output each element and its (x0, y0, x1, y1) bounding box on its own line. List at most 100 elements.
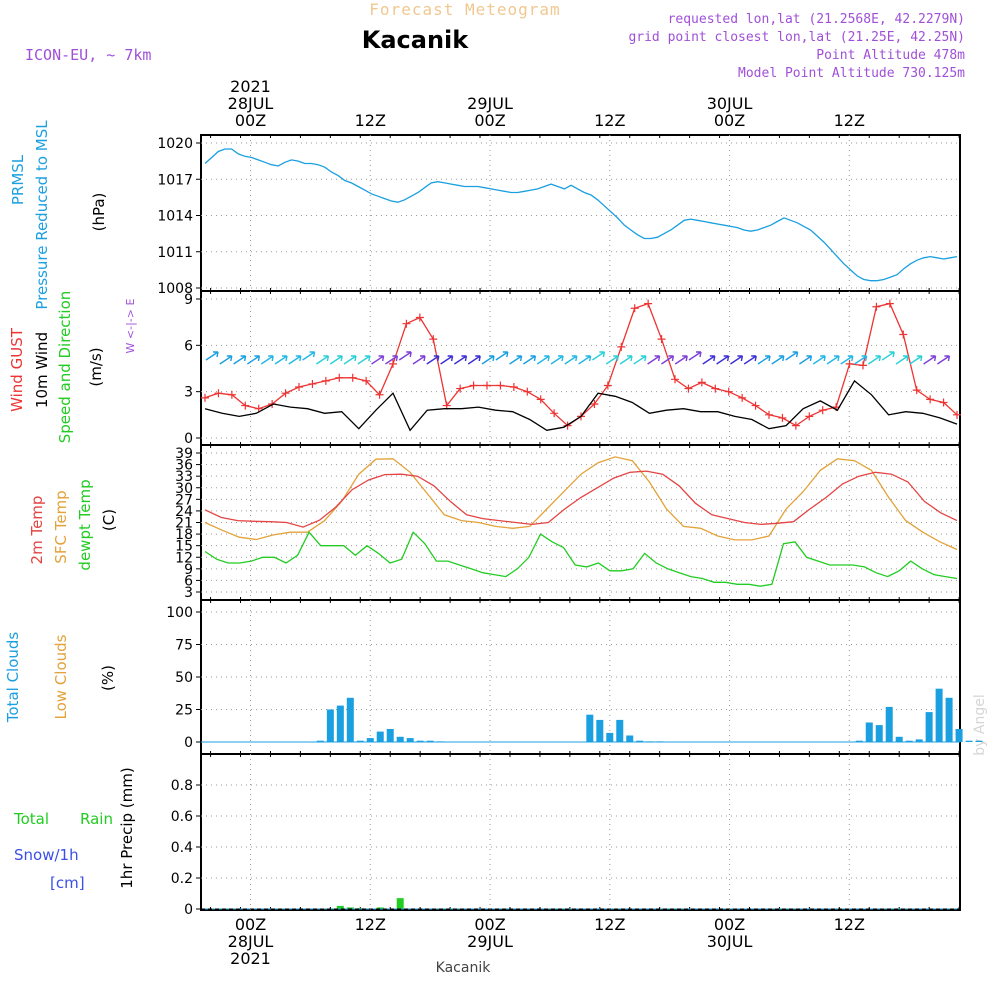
wind-direction-arrow (454, 355, 468, 365)
wind-direction-arrow (716, 355, 730, 365)
wind-direction-arrow (274, 355, 288, 365)
wind-series-1 (204, 379, 958, 432)
precip-unit: 1hr Precip (mm) (118, 767, 136, 888)
temperature-ytick-label: 36 (175, 458, 193, 474)
wind-direction-arrow (467, 355, 481, 365)
wind-gust-marker (321, 376, 330, 385)
clouds-bar (935, 688, 943, 742)
wind-gust-marker (415, 313, 424, 322)
wind-direction-arrow (868, 355, 882, 365)
wind-direction-arrow (799, 355, 813, 365)
clouds-bar (386, 729, 394, 742)
wind-gust-marker (872, 302, 881, 311)
wind-direction-arrow (509, 355, 523, 365)
clouds-bar (626, 735, 634, 742)
wind-direction-arrow (840, 355, 854, 365)
wind-gust-marker (603, 381, 612, 390)
wind-gust-marker (751, 401, 760, 410)
time-label-bottom: 12Z (834, 915, 865, 934)
temp-dewpt-ylabel: dewpt Temp (76, 479, 94, 570)
precip-bar (336, 905, 344, 909)
wind-gust-marker (899, 330, 908, 339)
wind-direction-arrow (219, 355, 233, 365)
wind-gust-marker (738, 393, 747, 402)
clouds-bar (895, 736, 903, 742)
main-title: Forecast Meteogram (369, 0, 560, 19)
wind-direction-arrow (592, 351, 606, 361)
pressure-ylabel-2: Pressure Reduced to MSL (33, 120, 51, 310)
wind-direction-arrow (302, 351, 316, 361)
precip-frame (200, 753, 961, 911)
temperature-ytick-label: 15 (175, 539, 193, 555)
wind-direction-arrow (605, 355, 619, 365)
wind-direction-arrow (371, 355, 385, 365)
precip-bar (396, 898, 404, 909)
wind-ytick-label: 0 (184, 431, 193, 447)
wind-direction-arrow (343, 355, 357, 365)
time-label-top: 12Z (355, 111, 386, 130)
time-label-bottom: 00Z (474, 915, 505, 934)
wind-gust-marker (335, 373, 344, 382)
wind-direction-arrow (357, 355, 371, 365)
wind-gust-marker (348, 373, 357, 382)
precip-total-label: Total (13, 810, 49, 828)
clouds-ytick-label: 0 (184, 735, 193, 751)
precip-rain-label: Rain (80, 810, 113, 828)
wind-gust-marker (697, 378, 706, 387)
temperature-ytick-label: 12 (175, 550, 193, 566)
clouds-ytick-label: 75 (175, 638, 193, 654)
location-title: Kacanik (362, 26, 470, 54)
pressure-ytick-label: 1011 (157, 245, 193, 261)
temperature-series-2 (204, 531, 958, 587)
wind-direction-arrow (412, 355, 426, 365)
wind-direction-arrow (909, 355, 923, 365)
wind-gust-marker (590, 400, 599, 409)
temp-unit: (C) (100, 509, 118, 531)
wind-direction-arrow (440, 355, 454, 365)
wind-gust-marker (227, 390, 236, 399)
wind-gust-marker (201, 393, 209, 402)
model-altitude: Model Point Altitude 730.125m (738, 66, 965, 81)
time-label-bottom: 2021 (230, 949, 271, 968)
clouds-bar (586, 714, 594, 742)
wind-direction-arrow (757, 355, 771, 365)
temperature-ytick-label: 33 (175, 469, 193, 485)
clouds-bar (905, 740, 913, 742)
pressure-ylabel-1: PRMSL (9, 154, 27, 205)
wind-direction-arrow (771, 355, 785, 365)
wind-gust-marker (536, 395, 545, 404)
wind-gust-marker (926, 395, 935, 404)
clouds-unit: (%) (99, 665, 117, 691)
wind-direction-arrow (937, 355, 951, 365)
time-label-bottom: 28JUL (228, 932, 274, 951)
wind-direction-arrow (881, 351, 895, 361)
wind-gust-marker (671, 375, 679, 384)
wind-gust-marker (617, 342, 626, 351)
footer-location: Kacanik (436, 960, 492, 976)
wind-direction-arrow (661, 355, 675, 365)
wind-direction-arrow (647, 355, 661, 365)
time-label-top: 28JUL (228, 94, 274, 113)
wind-direction-arrow (260, 355, 274, 365)
time-label-top: 00Z (714, 111, 745, 130)
wind-direction-arrow (536, 355, 550, 365)
wind-direction-arrow (812, 355, 826, 365)
wind-direction-arrow (674, 355, 688, 365)
wind-gust-marker (214, 389, 223, 398)
clouds-ytick-label: 100 (166, 605, 193, 621)
wind-direction-arrow (233, 355, 247, 365)
wind-gust-marker (765, 410, 773, 419)
precip-ytick-label: 0 (184, 902, 193, 918)
credit-watermark: by Angel (972, 694, 988, 755)
temp-sfc-ylabel: SFC Temp (52, 490, 70, 563)
temperature-ytick-label: 18 (175, 527, 193, 543)
wind-direction-arrow (481, 355, 495, 365)
wind-gust-marker (791, 421, 800, 430)
time-label-bottom: 29JUL (467, 932, 513, 951)
time-label-top: 12Z (594, 111, 625, 130)
clouds-bar (316, 740, 324, 742)
wind-gust-marker (805, 412, 814, 421)
wind-direction-arrow (923, 355, 937, 365)
precip-snow-label: Snow/1h (14, 846, 79, 864)
